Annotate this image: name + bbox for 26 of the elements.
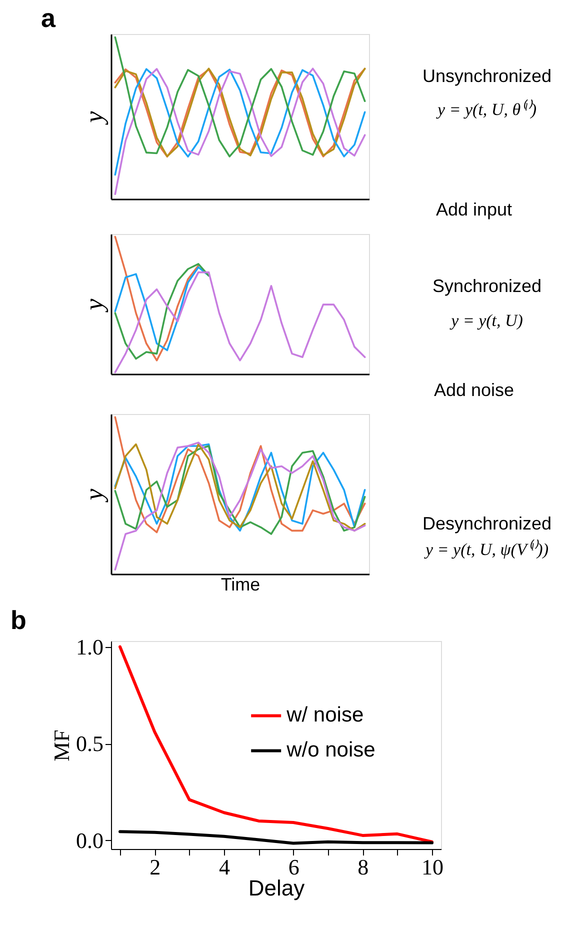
text: Add noise	[434, 380, 514, 400]
x-tick-label: 10	[421, 854, 444, 880]
x-axis-title: Time	[220, 574, 260, 594]
chart-title: b	[10, 604, 26, 635]
line-series	[118, 830, 434, 845]
y-tick-label: 0.5	[76, 731, 104, 756]
legend-label: w/ noise	[286, 704, 364, 727]
text: Desynchronized	[422, 513, 552, 534]
y-axis-title: y	[80, 298, 108, 314]
text: Synchronized	[432, 276, 542, 296]
line-series	[118, 645, 434, 844]
y-tick-label: 1.0	[76, 634, 104, 660]
legend-label: w/o noise	[286, 738, 376, 762]
chart-title: a	[41, 3, 56, 33]
text: Unsynchronized	[422, 66, 552, 86]
y-axis-title: y	[80, 488, 108, 504]
text: y = y(t, U, θ⁽ˡ⁾)	[435, 98, 537, 119]
x-tick-label: 2	[150, 854, 161, 880]
text: Add input	[436, 200, 512, 220]
x-tick-label: 8	[358, 854, 369, 880]
text: y = y(t, U, ψ(V⁽ˡ⁾))	[424, 539, 549, 559]
x-tick-label: 4	[219, 854, 230, 880]
y-tick-label: 0.0	[76, 828, 104, 853]
y-axis-title: y	[80, 110, 108, 126]
text: y = y(t, U)	[449, 310, 524, 330]
y-axis-title: MF	[49, 730, 74, 762]
